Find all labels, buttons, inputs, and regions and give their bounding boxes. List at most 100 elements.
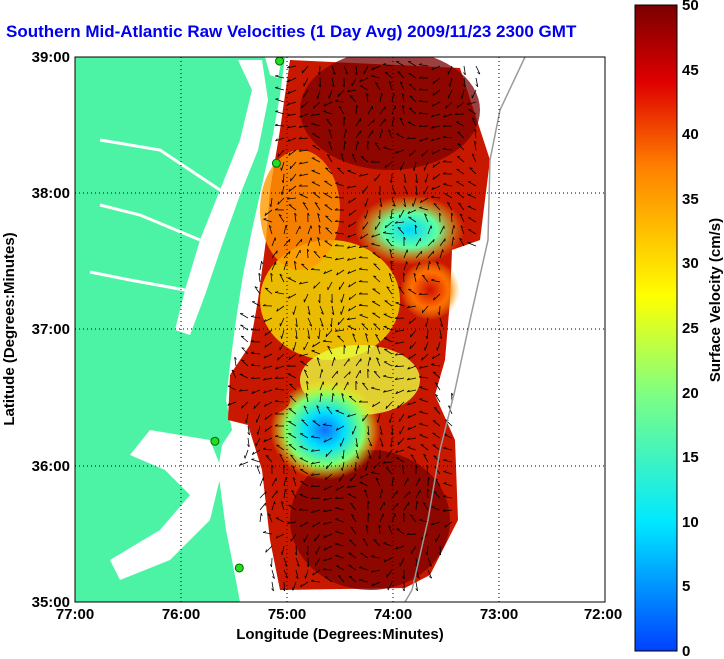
velocity-vector-head — [406, 389, 410, 393]
velocity-vector-head — [474, 128, 477, 132]
velocity-vector — [391, 437, 393, 448]
velocity-vector — [240, 324, 249, 331]
velocity-vector — [300, 360, 309, 367]
velocity-vector-head — [370, 160, 374, 163]
velocity-vector — [259, 502, 266, 511]
velocity-vector — [407, 365, 417, 370]
velocity-vector — [391, 197, 396, 207]
velocity-vector — [303, 293, 309, 303]
velocity-vector-head — [395, 546, 398, 550]
velocity-vector-head — [459, 213, 463, 216]
velocity-vector — [283, 489, 286, 499]
velocity-vector — [302, 202, 309, 211]
velocity-vector-head — [262, 447, 266, 450]
velocity-vector-head — [341, 467, 343, 471]
velocity-vector-head — [368, 456, 372, 459]
velocity-vector — [342, 449, 345, 460]
velocity-vector-head — [288, 408, 292, 410]
velocity-vector-head — [306, 564, 309, 568]
velocity-vector — [407, 437, 417, 440]
velocity-vector-head — [389, 216, 392, 220]
velocity-vector — [375, 477, 381, 487]
velocity-vector-head — [334, 195, 338, 198]
velocity-vector-head — [373, 370, 377, 373]
velocity-vector-head — [286, 125, 290, 129]
station-marker — [275, 57, 285, 66]
velocity-vector-head — [409, 491, 411, 495]
velocity-vector — [426, 545, 429, 556]
velocity-vector — [367, 106, 373, 115]
velocity-vector-head — [442, 495, 447, 497]
velocity-vector — [259, 513, 262, 523]
velocity-vector — [374, 82, 381, 91]
velocity-vector — [347, 257, 357, 261]
velocity-vector — [439, 317, 443, 327]
velocity-vector — [457, 202, 465, 211]
velocity-vector — [362, 538, 369, 547]
x-tick-label: 75:00 — [268, 606, 306, 623]
velocity-vector — [367, 449, 372, 459]
velocity-vector-head — [354, 468, 357, 472]
velocity-vector-head — [432, 92, 435, 96]
velocity-vector-head — [394, 364, 398, 368]
velocity-vector-head — [376, 419, 379, 423]
velocity-vector — [271, 569, 275, 579]
velocity-vector — [390, 209, 393, 220]
velocity-vector — [418, 112, 429, 115]
velocity-vector — [403, 249, 408, 259]
velocity-vector — [241, 359, 249, 367]
velocity-vector-head — [331, 312, 335, 316]
velocity-vector-head — [335, 542, 339, 545]
velocity-vector-head — [418, 375, 422, 378]
colorbar-tick-label: 30 — [682, 255, 699, 272]
velocity-vector-head — [398, 286, 402, 289]
velocity-vector-head — [395, 150, 398, 154]
colorbar-tick-label: 15 — [682, 449, 699, 466]
velocity-vector — [337, 575, 345, 583]
velocity-vector — [348, 564, 357, 571]
velocity-vector — [426, 329, 429, 340]
velocity-vector — [299, 281, 309, 285]
velocity-vector — [355, 104, 357, 115]
velocity-vector-head — [383, 146, 387, 148]
velocity-vector-head — [343, 116, 346, 120]
velocity-vector — [288, 204, 297, 211]
velocity-vector — [424, 341, 429, 351]
velocity-vector-head — [310, 113, 314, 117]
velocity-vector-head — [365, 333, 368, 336]
velocity-vector — [394, 365, 405, 368]
velocity-vector — [325, 167, 333, 175]
velocity-vector-head — [433, 203, 437, 205]
velocity-vector — [383, 326, 393, 331]
velocity-vector-head — [389, 180, 392, 184]
velocity-vector — [348, 293, 357, 301]
velocity-vector-head — [250, 351, 254, 354]
velocity-vector — [323, 485, 333, 491]
velocity-vector-head — [276, 308, 279, 312]
velocity-vector — [431, 521, 441, 526]
velocity-vector — [264, 329, 273, 336]
velocity-vector — [288, 353, 297, 361]
velocity-vector-head — [408, 84, 412, 86]
velocity-vector — [372, 401, 381, 408]
velocity-vector — [355, 358, 362, 367]
velocity-vector — [337, 89, 345, 97]
velocity-vector — [408, 61, 417, 67]
velocity-vector-head — [285, 477, 288, 481]
velocity-vector — [348, 209, 357, 217]
velocity-vector — [355, 141, 359, 151]
velocity-vector-head — [277, 153, 279, 157]
velocity-vector — [361, 323, 369, 331]
velocity-vector-head — [301, 263, 305, 266]
velocity-vector-head — [275, 110, 279, 112]
velocity-vector-head — [310, 435, 315, 438]
velocity-vector-head — [348, 308, 351, 312]
velocity-vector-head — [433, 297, 435, 301]
velocity-vector — [360, 156, 369, 163]
velocity-vector — [355, 345, 359, 355]
velocity-vector-head — [278, 214, 282, 217]
velocity-vector-head — [345, 129, 348, 133]
velocity-vector — [433, 407, 441, 415]
velocity-vector-head — [295, 324, 298, 328]
velocity-vector-head — [388, 419, 391, 423]
